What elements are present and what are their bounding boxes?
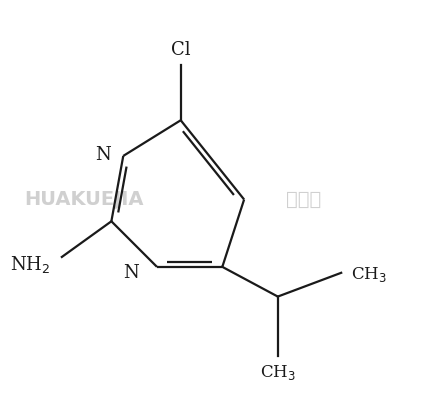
Text: N: N xyxy=(124,264,139,282)
Text: 化学加: 化学加 xyxy=(286,190,321,209)
Text: Cl: Cl xyxy=(171,41,190,59)
Text: N: N xyxy=(95,146,111,164)
Text: CH$_3$: CH$_3$ xyxy=(351,265,387,284)
Text: CH$_3$: CH$_3$ xyxy=(260,363,296,382)
Text: HUAKUEJIA: HUAKUEJIA xyxy=(24,190,144,209)
Text: NH$_2$: NH$_2$ xyxy=(10,254,50,275)
